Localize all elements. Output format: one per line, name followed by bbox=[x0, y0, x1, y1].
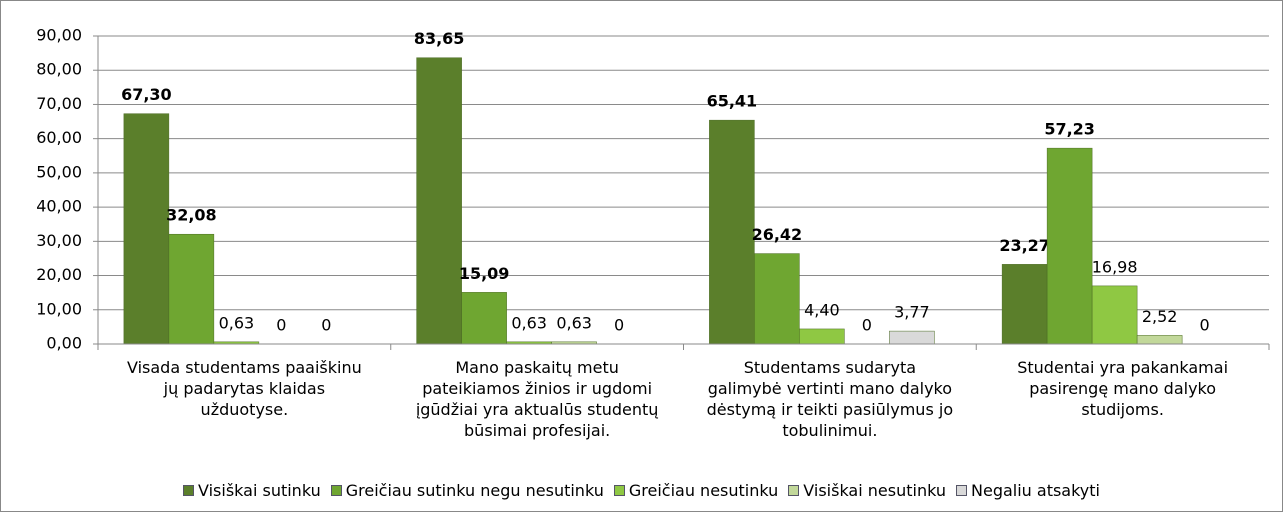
legend-swatch bbox=[183, 485, 194, 496]
legend-swatch bbox=[956, 485, 967, 496]
y-tick-label: 10,00 bbox=[36, 299, 82, 318]
y-tick-label: 20,00 bbox=[36, 265, 82, 284]
bar bbox=[1091, 285, 1138, 345]
bar bbox=[709, 119, 755, 345]
legend-label: Visiškai sutinku bbox=[198, 481, 321, 500]
value-label: 0 bbox=[1200, 316, 1210, 335]
value-label: 26,42 bbox=[752, 225, 803, 244]
legend-label: Greičiau nesutinku bbox=[628, 481, 779, 500]
bar bbox=[1001, 264, 1048, 345]
y-tick-label: 0,00 bbox=[46, 334, 82, 353]
legend-item: Visiškai sutinku bbox=[183, 481, 321, 500]
value-label: 32,08 bbox=[166, 206, 217, 225]
legend: Visiškai sutinku Greičiau sutinku negu ne… bbox=[1, 481, 1282, 500]
x-tick-label: Mano paskaitų metu pateikiamos žinios ir… bbox=[415, 358, 659, 440]
value-label: 4,40 bbox=[804, 300, 840, 319]
legend-item: Greičiau nesutinku bbox=[613, 481, 779, 500]
y-tick-label: 80,00 bbox=[36, 60, 82, 79]
bar bbox=[123, 113, 170, 345]
value-label: 0 bbox=[862, 316, 872, 335]
legend-item: Negaliu atsakyti bbox=[956, 481, 1100, 500]
bar bbox=[754, 253, 800, 345]
bar bbox=[1136, 335, 1183, 345]
y-tick-label: 90,00 bbox=[36, 26, 82, 45]
value-label: 23,27 bbox=[999, 236, 1050, 255]
value-label: 0 bbox=[614, 316, 624, 335]
bar bbox=[168, 233, 215, 345]
value-label: 0,63 bbox=[511, 313, 547, 332]
x-tick-label: Visada studentams paaiškinu jų padarytas… bbox=[127, 358, 362, 419]
y-tick-label: 70,00 bbox=[36, 94, 82, 113]
y-tick-label: 40,00 bbox=[36, 197, 82, 216]
legend-label: Greičiau sutinku negu nesutinku bbox=[345, 481, 604, 500]
y-tick-label: 50,00 bbox=[36, 162, 82, 181]
value-label: 65,41 bbox=[707, 92, 758, 111]
legend-swatch bbox=[330, 485, 342, 496]
legend-swatch bbox=[613, 485, 625, 496]
value-label: 3,77 bbox=[894, 303, 930, 322]
value-label: 2,52 bbox=[1142, 307, 1178, 326]
value-label: 15,09 bbox=[459, 264, 510, 283]
y-tick-label: 30,00 bbox=[36, 231, 82, 250]
legend-swatch bbox=[788, 485, 800, 496]
bar bbox=[1046, 147, 1093, 345]
x-tick-label: Studentams sudaryta galimybė vertinti ma… bbox=[706, 358, 954, 440]
legend-item: Greičiau sutinku negu nesutinku bbox=[330, 481, 604, 500]
value-label: 0 bbox=[321, 316, 331, 335]
legend-label: Visiškai nesutinku bbox=[803, 481, 946, 500]
value-label: 16,98 bbox=[1092, 257, 1138, 276]
legend-item: Visiškai nesutinku bbox=[788, 481, 946, 500]
value-label: 0,63 bbox=[556, 313, 592, 332]
y-tick-label: 60,00 bbox=[36, 128, 82, 147]
x-tick-label: Studentai yra pakankamai pasirengę mano … bbox=[1017, 358, 1229, 419]
bar bbox=[799, 328, 845, 345]
bar bbox=[889, 330, 935, 345]
value-label: 0,63 bbox=[219, 313, 255, 332]
value-label: 57,23 bbox=[1044, 120, 1095, 139]
value-label: 83,65 bbox=[414, 29, 465, 48]
value-label: 0 bbox=[276, 316, 286, 335]
bar bbox=[461, 292, 507, 345]
legend-label: Negaliu atsakyti bbox=[971, 481, 1100, 500]
bar bbox=[416, 57, 462, 345]
value-label: 67,30 bbox=[121, 85, 172, 104]
